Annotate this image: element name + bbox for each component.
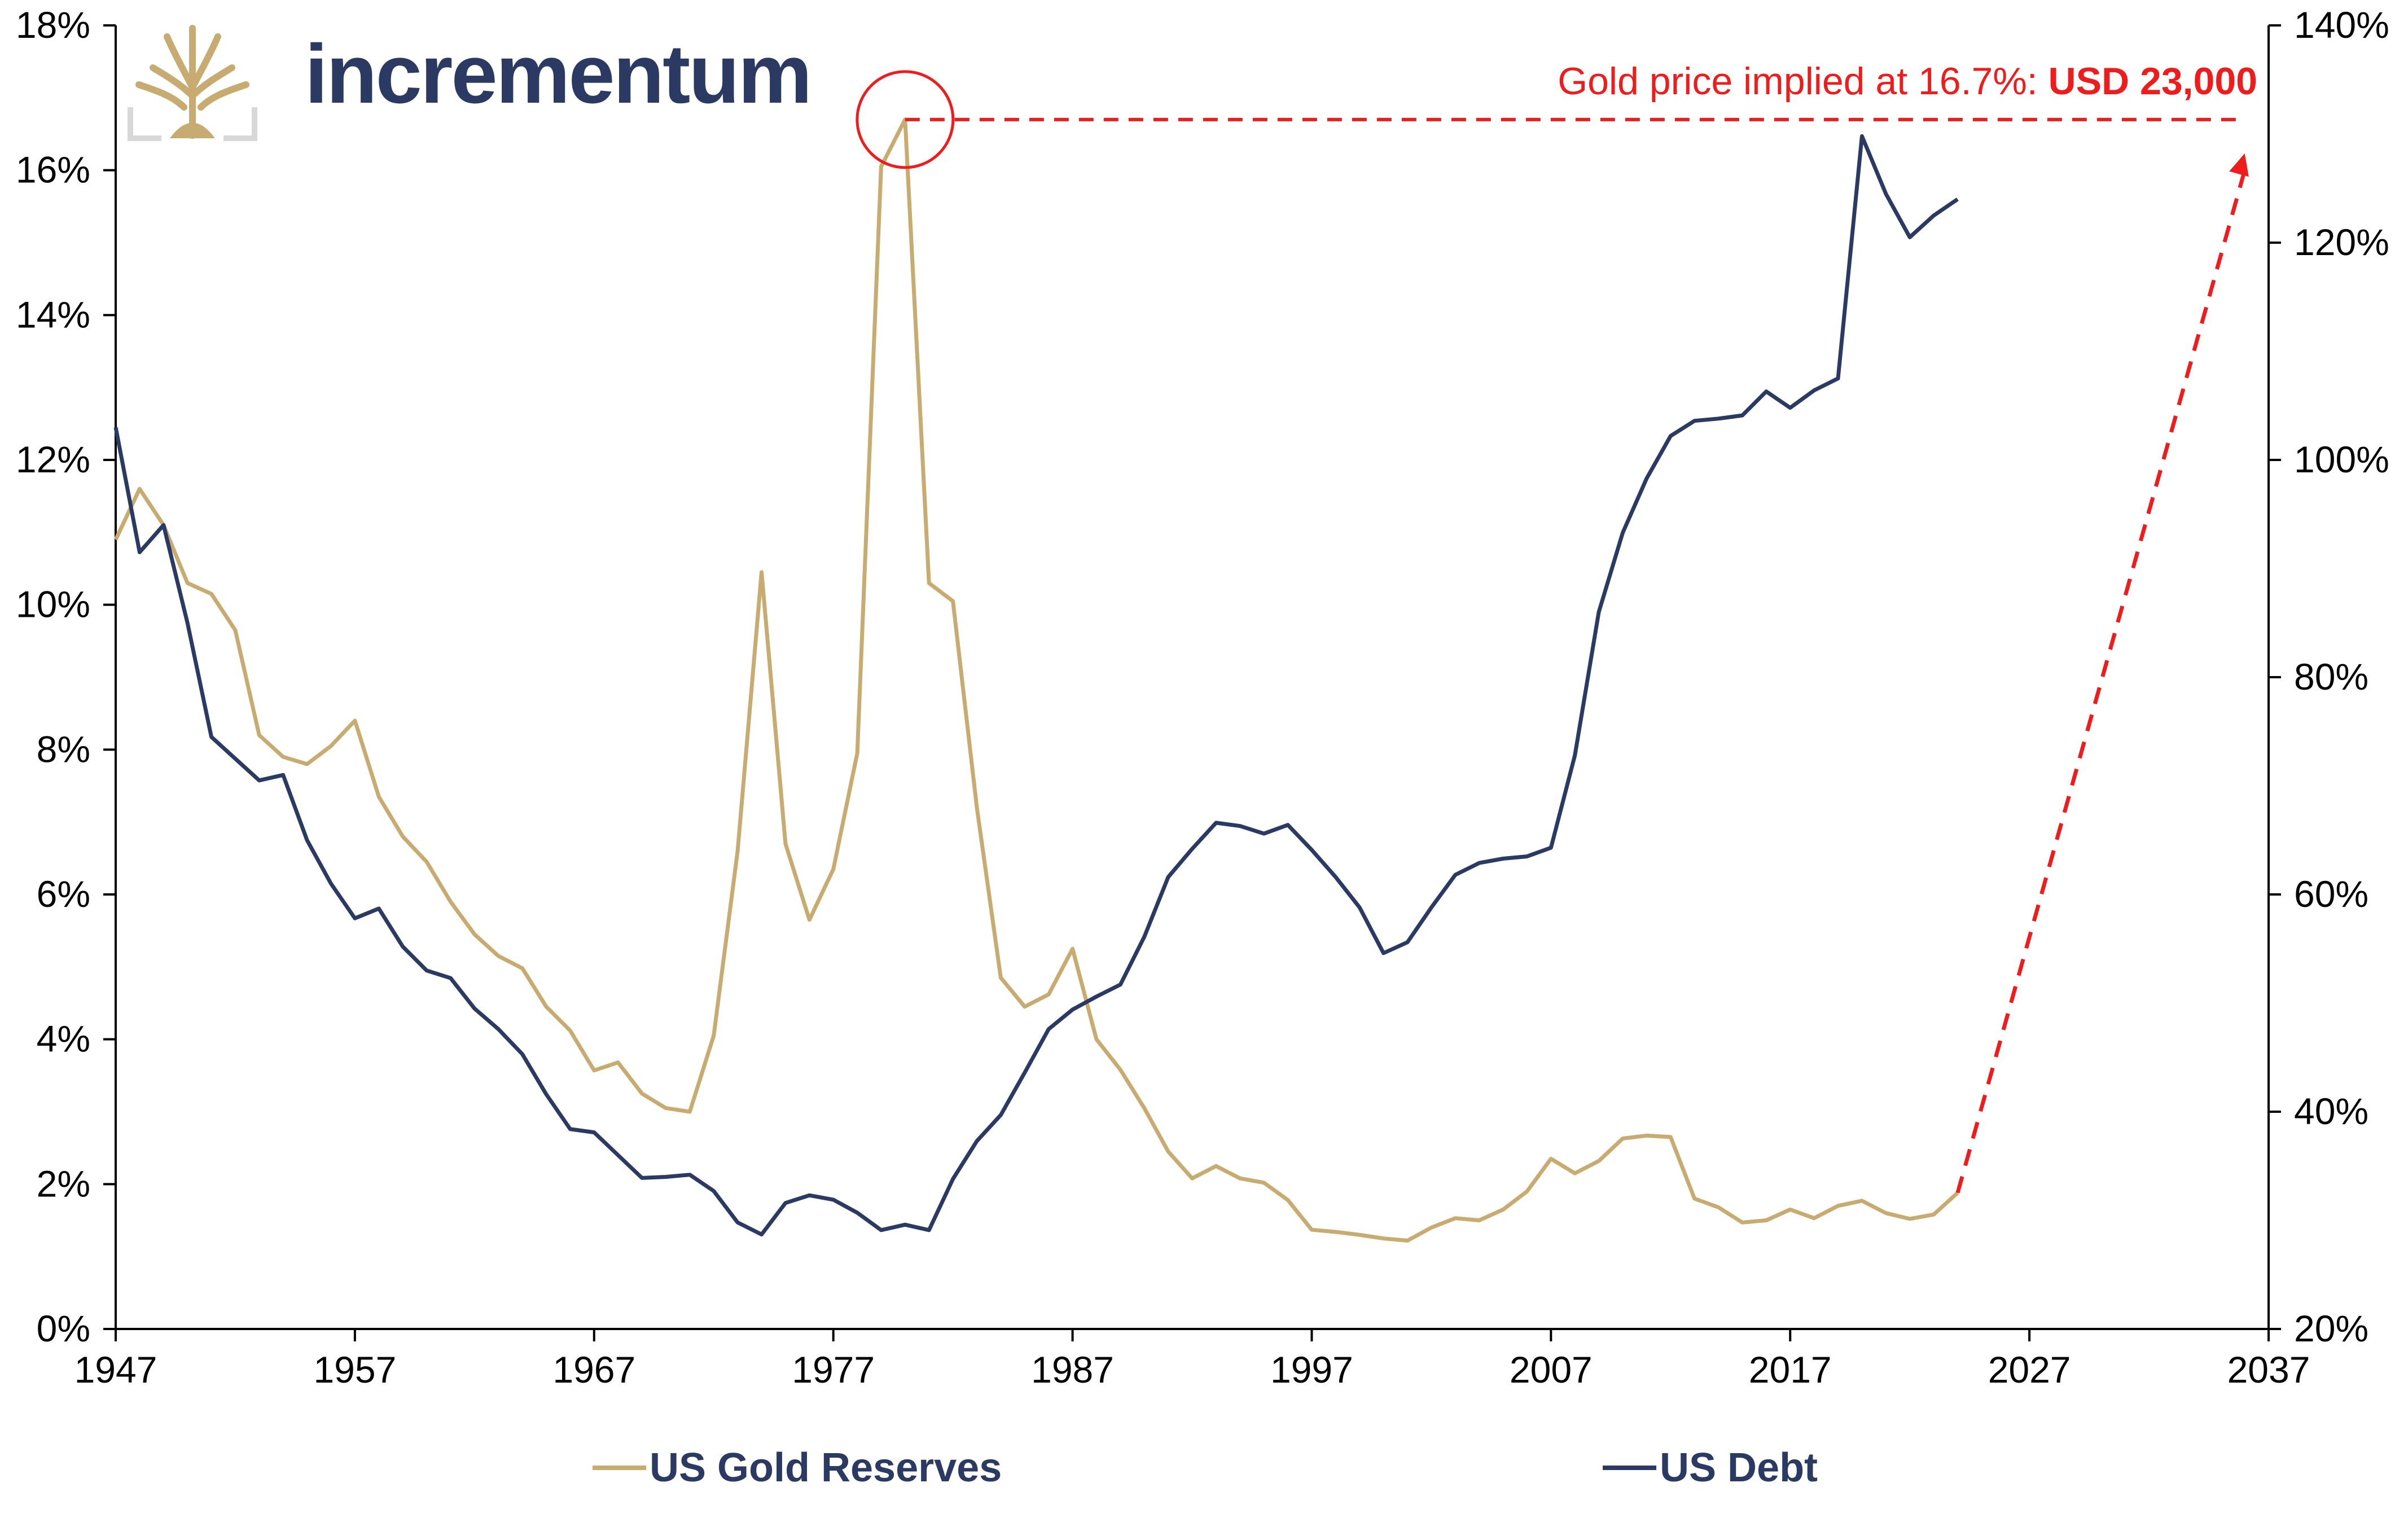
y-left-tick-label: 4%: [37, 1018, 90, 1060]
y-left-tick-label: 12%: [16, 438, 90, 480]
legend-item-debt: US Debt: [1603, 1445, 1818, 1491]
projection-arrow-head: [2229, 153, 2249, 177]
projection-arrow-line: [1955, 169, 2247, 1194]
legend-label-debt: US Debt: [1660, 1445, 1818, 1490]
y-left-tick-label: 16%: [16, 149, 90, 191]
x-tick-label: 2027: [1988, 1349, 2071, 1390]
legend-swatch-gold: [593, 1466, 646, 1470]
y-right-tick-label: 100%: [2294, 438, 2389, 480]
x-tick-label: 1957: [313, 1349, 396, 1390]
y-right-tick-label: 80%: [2294, 656, 2368, 697]
brand-name: incrementum: [305, 28, 812, 121]
series-line-us-debt: [113, 134, 1959, 1236]
y-left-tick-label: 8%: [37, 728, 90, 770]
y-right-tick-label: 60%: [2294, 873, 2368, 915]
x-tick-label: 1967: [552, 1349, 635, 1390]
projection-annotation: Gold price implied at 16.7%: USD 23,000: [1558, 59, 2257, 103]
x-tick-label: 1977: [792, 1349, 875, 1390]
x-tick-label: 2007: [1510, 1349, 1593, 1390]
y-left-tick-label: 10%: [16, 584, 90, 625]
chart-series: [113, 117, 1959, 1243]
x-tick-label: 1947: [74, 1349, 157, 1390]
y-left-tick-label: 18%: [16, 4, 90, 46]
x-tick-label: 1987: [1031, 1349, 1114, 1390]
annotation-text: Gold price implied at 16.7%:: [1558, 60, 2049, 103]
chart-axes: 1947 1957 1967 1977 1987 1997 2007 2017 2027 2037…: [16, 4, 2389, 1390]
projection-overlay: [856, 70, 2249, 1194]
y-right-tick-label: 120%: [2294, 221, 2389, 263]
annotation-highlight: USD 23,000: [2048, 60, 2257, 103]
y-right-tick-label: 40%: [2294, 1090, 2368, 1132]
x-tick-label: 1997: [1270, 1349, 1353, 1390]
y-left-tick-label: 0%: [37, 1308, 90, 1349]
peak-marker-circle: [856, 70, 955, 169]
legend-item-gold: US Gold Reserves: [593, 1445, 1002, 1491]
x-tick-label: 2037: [2227, 1349, 2310, 1390]
legend-label-gold: US Gold Reserves: [650, 1445, 1002, 1490]
y-right-tick-label: 140%: [2294, 4, 2389, 46]
incrementum-tree-logo: [128, 25, 257, 141]
legend-swatch-debt: [1603, 1466, 1656, 1470]
y-left-tick-label: 6%: [37, 873, 90, 915]
series-line-gold-reserves: [113, 117, 1959, 1243]
y-right-tick-label: 20%: [2294, 1308, 2368, 1349]
y-left-tick-label: 14%: [16, 293, 90, 335]
y-left-tick-label: 2%: [37, 1162, 90, 1204]
x-tick-label: 2017: [1749, 1349, 1832, 1390]
